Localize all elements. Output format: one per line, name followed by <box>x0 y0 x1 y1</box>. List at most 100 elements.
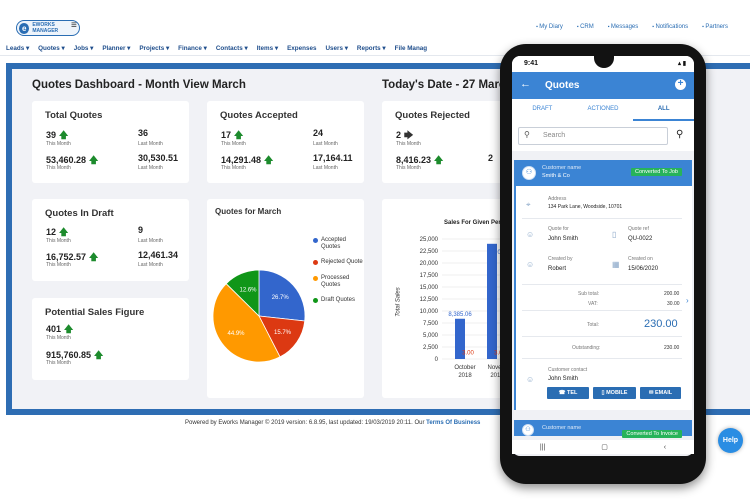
tel-button[interactable]: ☎ TEL <box>547 387 589 399</box>
nav-expenses[interactable]: Expenses <box>287 45 317 52</box>
back-icon[interactable]: ‹ <box>663 443 667 451</box>
top-link-messages[interactable]: Messages <box>608 24 638 30</box>
quotes-rejected-card[interactable]: Quotes Rejected 2 🡆 This Month 8,416.23 🡅 … <box>382 101 522 183</box>
quote-ref-label: Quote ref <box>628 226 649 232</box>
legend-processed: Processed Quotes <box>313 275 361 289</box>
y-tick-label: 17,500 <box>420 273 439 279</box>
up-arrow-icon: 🡅 <box>264 155 274 165</box>
nav-projects[interactable]: Projects ▾ <box>139 45 170 52</box>
divider <box>522 310 682 311</box>
y-tick-label: 0 <box>435 357 439 363</box>
mobile-button[interactable]: ▯ MOBILE <box>593 387 636 399</box>
x-tick-label: October <box>454 365 475 371</box>
bar <box>487 243 497 359</box>
pie-slice-label: 12.6% <box>239 288 257 294</box>
tab-actioned[interactable]: ACTIONED <box>587 106 619 112</box>
y-tick-label: 15,000 <box>420 285 439 291</box>
quote-tabs: DRAFT ACTIONED ALL <box>512 99 694 121</box>
phone-icon: ☎ <box>558 390 567 396</box>
last-month-label: Last Month <box>313 165 338 171</box>
pie-slice-label: 15.7% <box>274 330 292 336</box>
nav-items[interactable]: Items ▾ <box>256 45 279 52</box>
customer-contact-label: Customer contact <box>548 367 588 373</box>
x-tick-label: Novem <box>487 365 506 371</box>
customer-contact-value: John Smith <box>548 376 579 382</box>
screen-title: Quotes <box>545 80 580 91</box>
nav-planner[interactable]: Planner ▾ <box>102 45 131 52</box>
tab-draft[interactable]: DRAFT <box>532 106 553 112</box>
nav-leads[interactable]: Leads ▾ <box>6 45 30 52</box>
hamburger-menu-icon[interactable]: ≡ <box>71 20 77 31</box>
clock: 9:41 <box>524 60 539 67</box>
email-icon: ✉ <box>648 390 655 396</box>
value-this-month: 8,416.23 🡅 <box>396 155 444 165</box>
up-arrow-icon: 🡅 <box>64 324 74 334</box>
outstanding-value: 230.00 <box>664 345 680 351</box>
pie-slice-label: 44.9% <box>228 331 246 337</box>
quotes-accepted-card[interactable]: Quotes Accepted 17 🡅 This Month 24 Last M… <box>207 101 364 183</box>
eworks-logo[interactable]: e EWORKS MANAGER <box>16 20 80 36</box>
up-arrow-icon: 🡅 <box>434 155 444 165</box>
quote-ref-value: QU-0022 <box>628 236 653 242</box>
signal-battery-icon: ▴ ▮ <box>678 61 686 67</box>
potential-sales-card[interactable]: Potential Sales Figure 401 🡅 This Month 9… <box>32 298 189 380</box>
this-month-label: This Month <box>221 141 246 147</box>
back-arrow-icon[interactable]: ← <box>520 78 531 90</box>
nav-quotes[interactable]: Quotes ▾ <box>38 45 65 52</box>
quotes-for-march-chart-card: Quotes for March 26.7% 15.7% 44.9% 12.6% Ac… <box>207 199 364 398</box>
person-icon: ☺ <box>526 260 535 269</box>
top-link-notifications[interactable]: Notifications <box>652 24 688 30</box>
vat-value: 30.00 <box>667 301 680 307</box>
this-month-label: This Month <box>46 238 71 244</box>
mobile-icon: ▯ <box>601 390 607 396</box>
bar <box>455 318 465 359</box>
y-tick-label: 12,500 <box>420 297 439 303</box>
search-icon[interactable]: ⚲ <box>676 129 684 140</box>
card-title: Quotes Rejected <box>395 110 470 121</box>
home-icon[interactable]: ▢ <box>601 444 608 451</box>
footer-text: Powered by Eworks Manager © 2019 version… <box>185 420 425 426</box>
todays-date: Today's Date - 27 March <box>382 79 513 91</box>
quote-card[interactable]: ⚇ Customer name Smith & Co Converted To … <box>514 160 692 410</box>
divider <box>522 284 682 285</box>
nav-reports[interactable]: Reports ▾ <box>356 45 386 52</box>
total-value: 230.00 <box>644 318 678 330</box>
terms-link[interactable]: Terms Of Business <box>426 420 481 426</box>
pie-slice-label: 26.7% <box>272 295 290 301</box>
up-arrow-icon: 🡅 <box>59 227 69 237</box>
divider <box>522 218 682 219</box>
nav-file-manager[interactable]: File Manag <box>394 45 428 52</box>
top-link-partners[interactable]: Partners <box>702 24 728 30</box>
email-button[interactable]: ✉ EMAIL <box>640 387 681 399</box>
quote-card-2[interactable]: ⚇ Customer name Converted To Invoice <box>514 420 692 438</box>
nav-users[interactable]: Users ▾ <box>325 45 348 52</box>
nav-jobs[interactable]: Jobs ▾ <box>73 45 94 52</box>
tab-all[interactable]: ALL <box>633 99 694 121</box>
value-last-month: 17,164.11 <box>313 153 353 163</box>
divider <box>522 358 682 359</box>
y-tick-label: 20,000 <box>420 261 439 267</box>
recent-apps-icon[interactable]: ||| <box>539 443 546 451</box>
subtotal-label: Sub total: <box>578 291 600 297</box>
top-link-crm[interactable]: CRM <box>577 24 594 30</box>
chevron-right-icon[interactable]: › <box>686 296 689 305</box>
search-input[interactable]: Search <box>518 127 668 145</box>
contact-avatar-icon: ☺ <box>526 375 535 384</box>
help-button[interactable]: Help <box>718 428 743 453</box>
quotes-draft-card[interactable]: Quotes In Draft 12 🡅 This Month 9 Last Mo… <box>32 199 189 281</box>
data-label: 8,385.06 <box>448 312 472 318</box>
total-quotes-card[interactable]: Total Quotes 39 🡅 This Month 36 Last Mont… <box>32 101 189 183</box>
nav-finance[interactable]: Finance ▾ <box>178 45 207 52</box>
x-tick-label: 2018 <box>490 373 504 379</box>
nav-contacts[interactable]: Contacts ▾ <box>215 45 248 52</box>
customer-label: Customer name <box>542 425 582 431</box>
value-this-month: 16,752.57 🡅 <box>46 252 99 262</box>
add-quote-icon[interactable]: + <box>675 79 686 90</box>
top-link-diary[interactable]: My Diary <box>536 24 563 30</box>
count-this-month: 39 🡅 <box>46 130 69 140</box>
status-badge: Converted To Job <box>630 168 682 176</box>
y-tick-label: 10,000 <box>420 309 439 315</box>
address-label: Address <box>548 196 567 202</box>
value-last-month: 30,530.51 <box>138 153 179 163</box>
